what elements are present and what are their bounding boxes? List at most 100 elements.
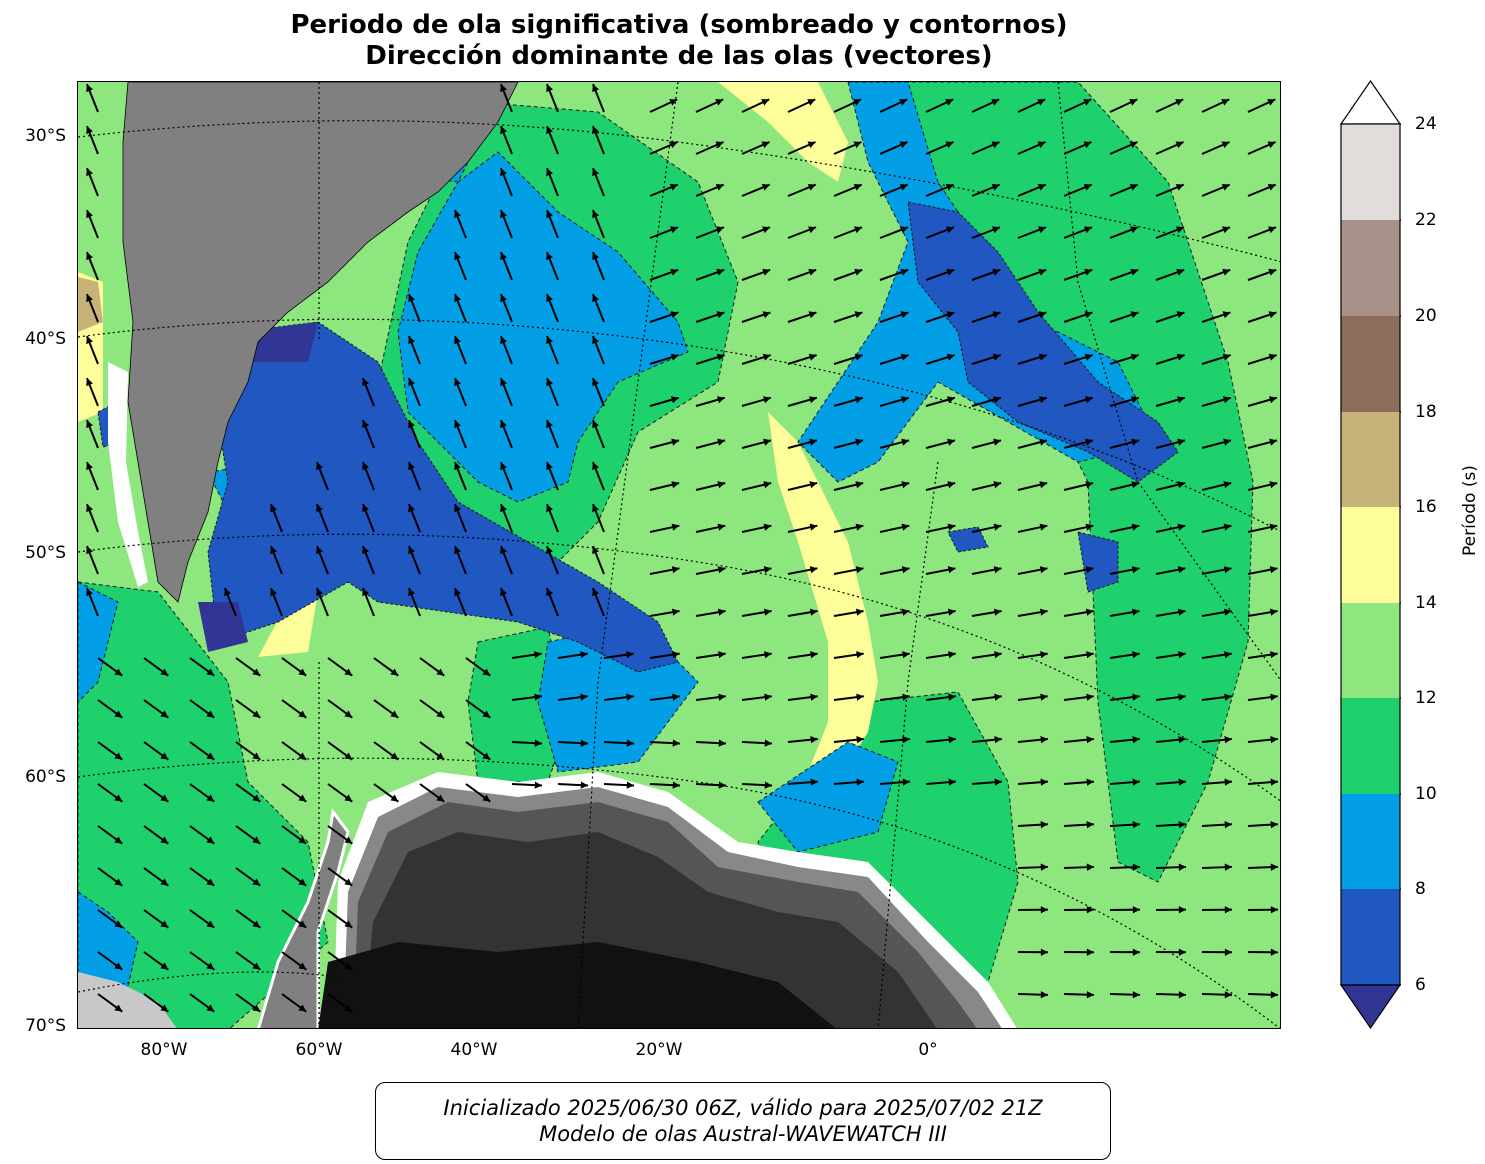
wave-direction-arrowhead [362,504,369,513]
wave-direction-arrowhead [534,781,542,789]
wave-direction-arrowhead [1270,991,1278,999]
wave-direction-arrowhead [86,84,93,93]
wave-direction-arrowhead [718,693,726,701]
wave-direction-arrowhead [298,878,307,886]
wave-direction-arrowhead [1270,693,1278,701]
wave-direction-arrowhead [316,546,323,555]
wave-direction-arrowhead [500,84,507,93]
wave-direction-arrowhead [1085,481,1094,489]
wave-direction-arrowhead [809,608,818,616]
wave-direction-arrowhead [534,651,542,659]
wave-direction-arrowhead [1178,821,1186,829]
wave-direction-arrowhead [390,668,399,676]
south-america-land [122,82,519,603]
wave-direction-arrowhead [482,710,491,718]
lon-label-80w: 80°W [140,1040,188,1060]
colorbar [1340,80,1401,1030]
wave-direction-arrowhead [344,836,353,844]
wave-direction-arrowhead [900,226,908,234]
wave-direction-arrowhead [671,608,680,616]
colorbar-tick-14: 14 [1415,593,1437,613]
wave-direction-arrowhead [1040,778,1048,786]
wave-direction-arrowhead [592,168,599,177]
wave-direction-arrowhead [1083,183,1092,191]
wave-direction-arrowhead [1224,991,1232,999]
wave-direction-arrowhead [899,99,908,106]
wave-direction-vectors [86,83,1279,1013]
wave-direction-arrowhead [1178,736,1186,744]
lon-label-60w: 60°W [295,1040,343,1060]
wave-direction-arrowhead [1130,226,1138,234]
colorbar-tick-6: 6 [1415,975,1426,995]
wave-direction-arrowhead [454,546,461,555]
wave-direction-arrowhead [991,99,1000,106]
wave-direction-arrowhead [86,546,93,555]
wave-direction-arrowhead [454,462,461,471]
wave-direction-arrowhead [809,481,818,489]
wave-direction-arrowhead [901,523,910,531]
wave-direction-arrowhead [1267,141,1276,149]
wave-direction-arrowhead [1178,778,1186,786]
wave-direction-arrowhead [1038,226,1046,234]
wave-direction-arrowhead [1175,183,1184,191]
wave-direction-arrowhead [252,920,261,928]
wave-direction-arrowhead [716,353,725,361]
colorbar-extend-max [1340,80,1401,125]
wave-direction-arrowhead [809,438,818,446]
antarctic-ice-core [318,942,836,1028]
wave-direction-arrowhead [500,336,507,345]
wave-direction-arrowhead [1269,608,1278,616]
wave-direction-arrowhead [717,523,726,531]
wave-direction-arrowhead [808,268,817,276]
wave-direction-arrowhead [1039,438,1048,446]
wave-direction-arrowhead [114,710,123,718]
wave-direction-arrowhead [855,481,864,489]
wave-direction-arrowhead [114,752,123,760]
wave-direction-arrowhead [546,84,553,93]
wave-direction-arrowhead [715,99,724,106]
wave-direction-arrowhead [854,268,863,276]
wave-direction-arrowhead [810,736,818,744]
wave-direction-arrowhead [807,183,816,191]
wave-direction-arrowhead [1132,693,1140,701]
wave-direction-arrowhead [902,693,910,701]
wave-direction-arrowhead [853,99,862,106]
wave-direction-arrowhead [718,781,726,789]
wave-direction-arrowhead [856,651,864,659]
wave-direction-arrowhead [1178,991,1186,999]
wave-direction-arrowhead [764,693,772,701]
wave-direction-arrowhead [1269,481,1278,489]
wave-direction-arrowhead [946,311,955,319]
wave-direction-arrowhead [1176,353,1185,361]
wave-direction-arrowhead [1222,268,1231,276]
wave-direction-arrowhead [408,378,415,387]
wave-direction-arrowhead [592,420,599,429]
wave-direction-arrowhead [252,836,261,844]
wave-direction-arrowhead [114,1004,123,1012]
wave-direction-arrowhead [482,794,491,802]
wave-direction-arrowhead [855,566,864,574]
wave-direction-arrowhead [671,438,680,446]
wave-direction-arrowhead [948,736,956,744]
wave-direction-arrowhead [855,523,864,531]
wave-direction-arrowhead [1267,183,1276,191]
wave-direction-arrowhead [763,566,772,574]
wave-direction-arrowhead [580,781,588,789]
wave-direction-arrowhead [592,378,599,387]
wave-direction-arrowhead [947,608,956,616]
wave-direction-arrowhead [298,710,307,718]
wave-direction-arrowhead [546,546,553,555]
antarctic-west-ice [78,972,177,1028]
wave-direction-arrowhead [1270,821,1278,829]
lat-label-40s: 40°S [25,329,66,349]
wave-direction-arrowhead [672,739,680,747]
wave-direction-arrowhead [1129,141,1138,149]
wave-direction-arrowhead [1221,183,1230,191]
wave-direction-arrowhead [717,438,726,446]
wave-direction-arrowhead [900,353,909,361]
wave-direction-arrowhead [344,794,353,802]
wave-direction-arrowhead [344,878,353,886]
wave-direction-arrowhead [160,836,169,844]
wave-direction-arrowhead [86,294,93,303]
wave-direction-arrowhead [298,962,307,970]
